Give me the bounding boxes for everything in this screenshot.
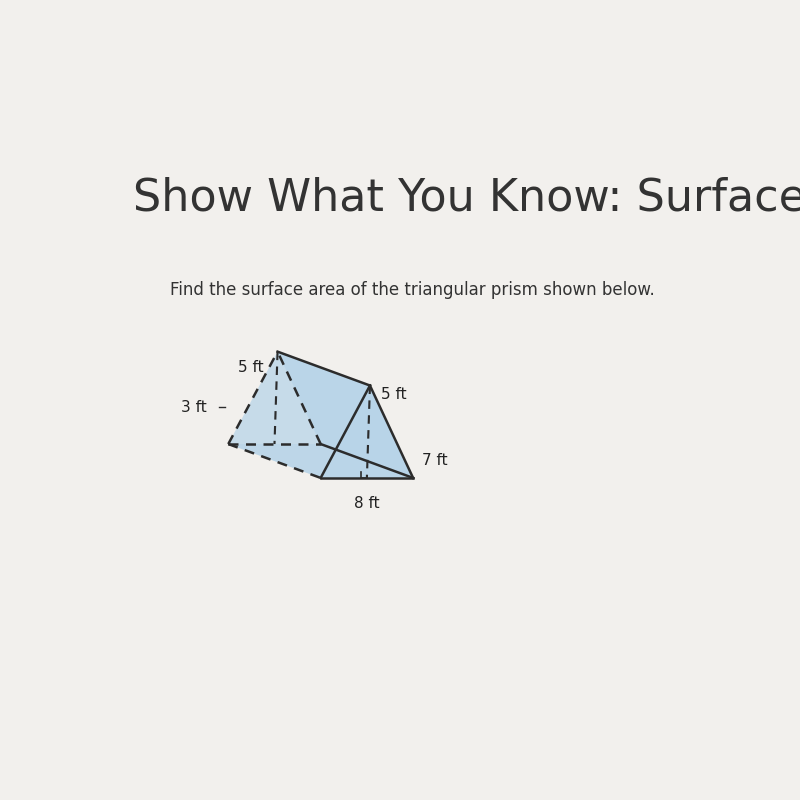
- Polygon shape: [278, 352, 413, 478]
- Text: 5 ft: 5 ft: [381, 387, 406, 402]
- Text: 3 ft: 3 ft: [181, 399, 206, 414]
- Polygon shape: [228, 352, 370, 478]
- Polygon shape: [228, 444, 413, 478]
- Text: 7 ft: 7 ft: [422, 454, 448, 469]
- Text: 8 ft: 8 ft: [354, 496, 380, 511]
- Polygon shape: [321, 386, 413, 478]
- Text: 5 ft: 5 ft: [238, 359, 264, 374]
- Text: Show What You Know: Surface Ar: Show What You Know: Surface Ar: [133, 176, 800, 219]
- Text: Find the surface area of the triangular prism shown below.: Find the surface area of the triangular …: [170, 281, 654, 299]
